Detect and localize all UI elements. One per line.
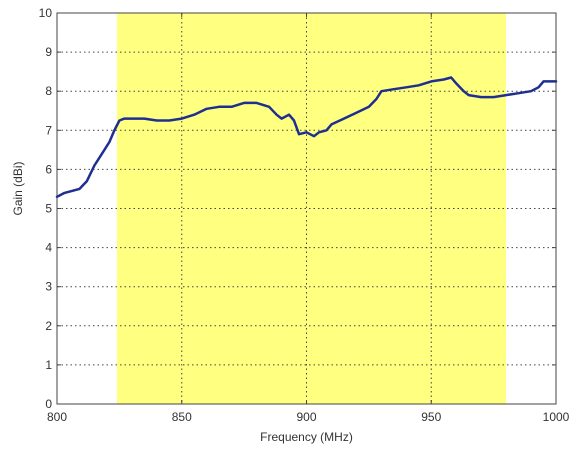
y-tick-label: 2	[45, 319, 52, 333]
x-tick-label: 900	[296, 410, 316, 424]
tick-layer: 800 850 900 950 1000 0 1 2 3 4 5 6 7 8 9 10	[39, 6, 570, 424]
y-tick-label: 7	[45, 123, 52, 137]
highlight-band	[116, 13, 507, 404]
y-tick-label: 1	[45, 358, 52, 372]
x-axis-label: Frequency (MHz)	[260, 430, 353, 444]
gain-series-line	[55, 76, 558, 199]
x-tick-label: 1000	[543, 410, 570, 424]
y-tick-label: 5	[45, 202, 52, 216]
y-tick-label: 10	[39, 6, 53, 20]
y-tick-label: 3	[45, 280, 52, 294]
x-tick-label: 850	[172, 410, 192, 424]
y-tick-label: 8	[45, 84, 52, 98]
x-tick-label: 950	[421, 410, 441, 424]
y-tick-label: 6	[45, 162, 52, 176]
x-tick-label: 800	[47, 410, 67, 424]
y-tick-label: 9	[45, 45, 52, 59]
y-tick-label: 0	[45, 397, 52, 411]
series-layer	[55, 76, 558, 199]
y-axis-label: Gain (dBi)	[11, 161, 25, 215]
band-layer	[116, 13, 507, 404]
y-tick-label: 4	[45, 241, 52, 255]
